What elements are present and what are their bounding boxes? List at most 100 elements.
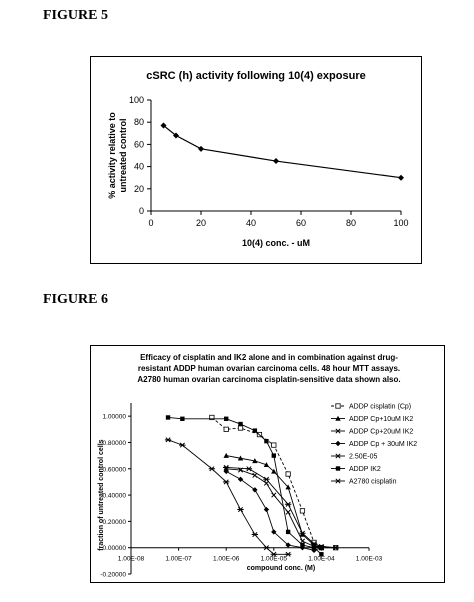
data-point [208,466,216,472]
legend-entry: 2.50E-05 [331,453,378,461]
legend-marker-shape [335,440,341,447]
data-point [224,416,229,421]
data-point-shape [223,426,229,432]
data-point [263,480,269,486]
data-point-shape [300,542,305,548]
y-axis-label-line: % activity relative to [107,112,117,199]
data-point-shape [319,552,324,557]
data-point [332,545,339,551]
y-tick-label: 80 [134,117,144,127]
y-axis-label: fraction of untreated control cells [98,439,105,550]
legend-marker [334,478,342,484]
data-point-shape [264,438,269,444]
data-point [238,421,243,427]
data-point [252,487,258,493]
legend-label: ADDP Cp+10uM IK2 [349,416,413,423]
data-point-shape [180,416,185,421]
y-axis-label: % activity relative tountreated control [107,112,128,199]
y-tick-label: 0.60000 [103,466,127,473]
series-7 [164,437,292,557]
data-point-shape [238,421,243,427]
data-point [237,455,244,461]
chart-title: cSRC (h) activity following 10(4) exposu… [146,70,365,82]
x-tick-label: 1.00E-06 [213,556,240,563]
data-point [271,492,277,498]
y-tick-label: 60 [134,139,144,149]
data-point-shape [245,466,253,472]
data-point-shape [198,145,204,152]
data-point [165,415,171,420]
legend-marker [334,453,342,459]
y-tick-label: 20 [134,184,144,194]
data-point-shape [299,508,306,514]
y-tick-label: -0.20000 [100,572,126,579]
data-point-shape [270,551,277,557]
legend-marker [335,428,341,434]
legend-label: ADDP IK2 [349,466,381,473]
data-point-shape [224,416,229,421]
data-point [271,468,277,474]
data-point [299,531,306,537]
legend-marker [335,403,341,409]
data-point [284,551,292,557]
data-point [285,542,291,548]
legend-entry: ADDP cisplatin (Cp) [331,403,411,411]
x-tick-label: 1.00E-08 [118,556,145,563]
data-point-shape [263,476,270,482]
legend-label: ADDP Cp + 30uM IK2 [349,441,417,448]
data-point-shape [271,442,277,448]
y-tick-label: 100 [129,95,144,105]
data-point [263,476,270,482]
data-point-shape [299,531,306,537]
data-point [251,531,259,538]
data-point [300,542,305,548]
data-point [237,425,244,431]
data-point-shape [160,122,167,129]
x-tick-label: 40 [246,218,256,228]
legend-marker [335,415,341,421]
data-point-shape [273,158,279,165]
legend-label: A2780 cisplatin [349,479,397,486]
x-axis-label: compound conc. (M) [247,565,315,572]
data-point [271,442,277,448]
data-point-shape [285,484,291,490]
series-line [163,125,402,179]
data-point-shape [237,506,244,513]
data-point-shape [237,455,244,461]
x-tick-label: 1.00E-05 [261,556,288,563]
data-point-shape [251,531,259,538]
figure-6-chart: Efficacy of cisplatin and IK2 alone and … [90,345,445,583]
data-point [285,484,291,490]
data-point [264,438,269,444]
data-point-shape [310,541,318,547]
legend-marker-shape [334,478,342,484]
data-point-shape [223,452,229,458]
data-point [245,466,253,472]
x-axis-label: 10(4) conc. - uM [242,238,310,248]
data-point-shape [311,545,317,550]
data-point-shape [252,458,258,464]
data-point-shape [252,487,258,493]
data-point-shape [299,538,306,544]
data-point [223,479,230,485]
legend-marker-shape [335,428,341,434]
data-point [252,428,258,433]
data-point [285,529,291,535]
data-point-shape [332,545,339,551]
series-2 [223,452,325,550]
data-point-shape [271,453,276,458]
y-tick-label: 0.20000 [103,519,127,526]
x-tick-label: 1.00E-03 [356,556,383,563]
data-point [164,437,172,443]
data-point [270,551,277,557]
data-point [285,509,291,515]
data-point [398,174,404,181]
data-point-shape [284,551,292,557]
data-point [237,476,244,482]
data-point [319,552,324,557]
data-point-shape [223,479,230,485]
series-line [226,468,336,549]
data-point-shape [164,437,172,443]
data-point [252,472,258,478]
x-tick-label: 1.00E-07 [165,556,192,563]
